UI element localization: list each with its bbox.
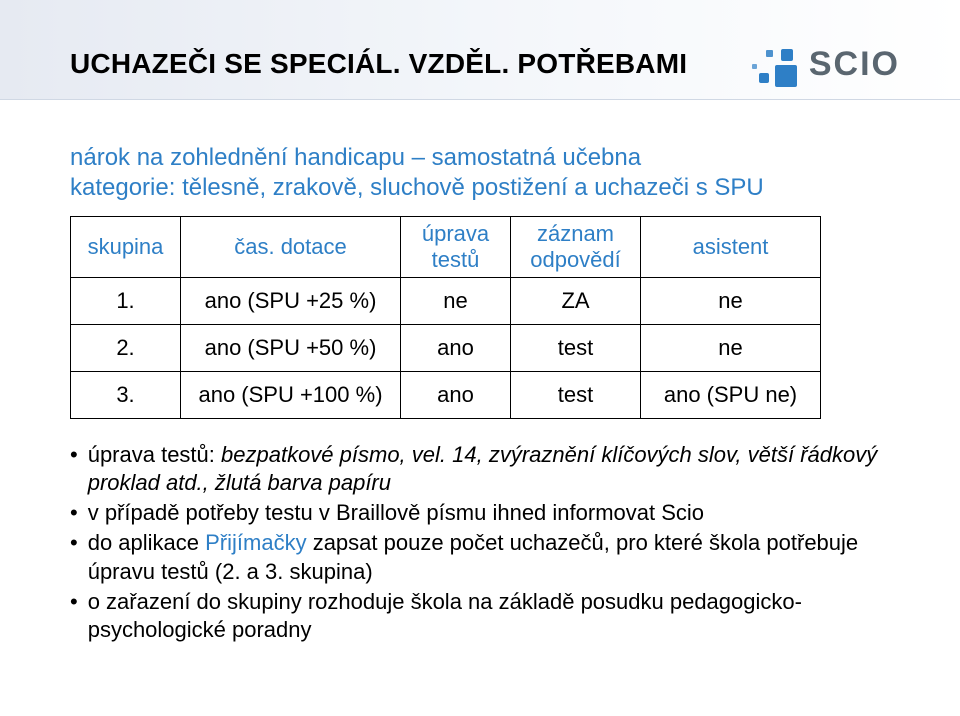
list-item: • do aplikace Přijímačky zapsat pouze po… <box>70 529 900 585</box>
cell-zaznam: test <box>511 325 641 372</box>
bullet-text: úprava testů: bezpatkové písmo, vel. 14,… <box>88 441 900 497</box>
th-uprava: úprava testů <box>401 217 511 278</box>
intro-line-2: kategorie: tělesně, zrakově, sluchově po… <box>70 174 900 202</box>
th-skupina: skupina <box>71 217 181 278</box>
list-item: • v případě potřeby testu v Braillově pí… <box>70 499 900 527</box>
bullet-list: • úprava testů: bezpatkové písmo, vel. 1… <box>70 441 900 644</box>
cell-asistent: ano (SPU ne) <box>641 372 821 419</box>
b3-pre: do aplikace <box>88 530 205 555</box>
bullet-text: do aplikace Přijímačky zapsat pouze poče… <box>88 529 900 585</box>
cell-uprava: ano <box>401 372 511 419</box>
cell-dotace: ano (SPU +100 %) <box>181 372 401 419</box>
cell-asistent: ne <box>641 278 821 325</box>
intro-line-1: nárok na zohlednění handicapu – samostat… <box>70 144 900 172</box>
cell-skupina: 1. <box>71 278 181 325</box>
bullet-text: o zařazení do skupiny rozhoduje škola na… <box>88 588 900 644</box>
page-title: UCHAZEČI SE SPECIÁL. VZDĚL. POTŘEBAMI <box>70 48 687 80</box>
logo-text: SCIO <box>809 45 900 84</box>
bullet-dot-icon: • <box>70 499 78 527</box>
b1-pre: úprava testů: <box>88 442 221 467</box>
bullet-dot-icon: • <box>70 588 78 644</box>
cell-dotace: ano (SPU +50 %) <box>181 325 401 372</box>
cell-skupina: 3. <box>71 372 181 419</box>
th-dotace: čas. dotace <box>181 217 401 278</box>
b3-link: Přijímačky <box>205 530 306 555</box>
criteria-table: skupina čas. dotace úprava testů záznam … <box>70 216 821 419</box>
content: nárok na zohlednění handicapu – samostat… <box>70 144 900 644</box>
cell-dotace: ano (SPU +25 %) <box>181 278 401 325</box>
cell-asistent: ne <box>641 325 821 372</box>
bullet-text: v případě potřeby testu v Braillově písm… <box>88 499 900 527</box>
cell-uprava: ne <box>401 278 511 325</box>
table-row: 2. ano (SPU +50 %) ano test ne <box>71 325 821 372</box>
cell-skupina: 2. <box>71 325 181 372</box>
table-row: 1. ano (SPU +25 %) ne ZA ne <box>71 278 821 325</box>
slide-page: UCHAZEČI SE SPECIÁL. VZDĚL. POTŘEBAMI SC… <box>0 0 960 716</box>
header: UCHAZEČI SE SPECIÁL. VZDĚL. POTŘEBAMI SC… <box>70 28 900 100</box>
th-asistent: asistent <box>641 217 821 278</box>
cell-zaznam: test <box>511 372 641 419</box>
table-row: 3. ano (SPU +100 %) ano test ano (SPU ne… <box>71 372 821 419</box>
list-item: • úprava testů: bezpatkové písmo, vel. 1… <box>70 441 900 497</box>
bullet-dot-icon: • <box>70 529 78 585</box>
table-header-row: skupina čas. dotace úprava testů záznam … <box>71 217 821 278</box>
list-item: • o zařazení do skupiny rozhoduje škola … <box>70 588 900 644</box>
bullet-dot-icon: • <box>70 441 78 497</box>
logo: SCIO <box>741 41 900 87</box>
logo-squares-icon <box>741 41 797 87</box>
th-zaznam: záznam odpovědí <box>511 217 641 278</box>
cell-uprava: ano <box>401 325 511 372</box>
cell-zaznam: ZA <box>511 278 641 325</box>
